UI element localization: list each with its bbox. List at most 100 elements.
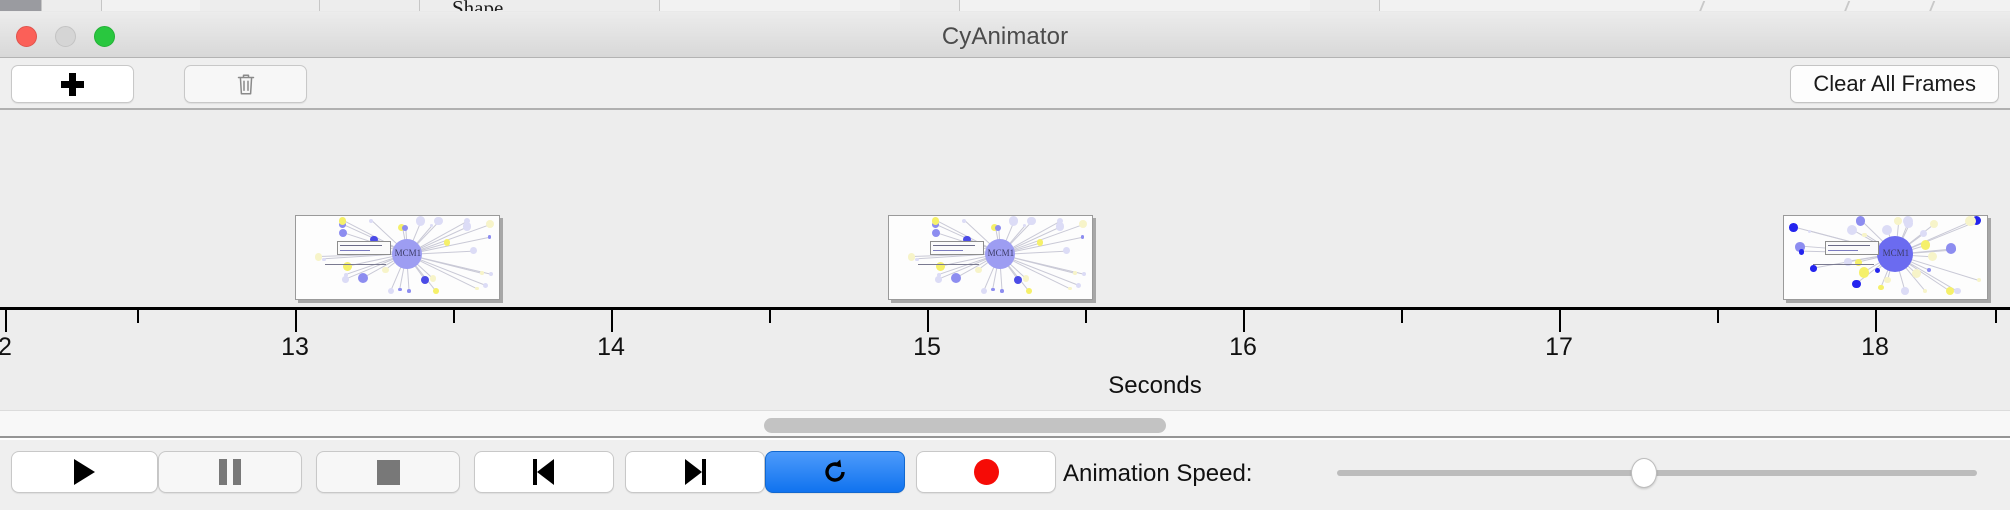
title-bar[interactable]: CyAnimator	[0, 11, 2010, 58]
network-node	[1953, 287, 1961, 295]
scrollbar-thumb[interactable]	[763, 418, 1166, 433]
network-caption-text	[325, 264, 387, 266]
network-node	[343, 262, 353, 272]
minimize-button[interactable]	[55, 26, 76, 47]
axis-tick-label: 13	[281, 333, 309, 361]
axis-tick-major	[295, 310, 297, 332]
network-node	[434, 216, 444, 226]
network-node	[1920, 240, 1930, 250]
axis-tick-major	[1243, 310, 1245, 332]
network-node	[1000, 289, 1004, 293]
play-button[interactable]	[11, 451, 158, 493]
network-node	[1076, 282, 1082, 288]
network-node	[462, 222, 472, 231]
network-annotation-text	[339, 249, 371, 251]
network-node	[1067, 286, 1072, 291]
network-node	[1023, 275, 1030, 282]
network-node	[1807, 229, 1811, 234]
play-icon	[74, 459, 95, 485]
pause-button[interactable]	[158, 451, 302, 493]
timeline-frame-thumbnail[interactable]: MCM1	[1783, 215, 1988, 300]
network-hub-node	[1876, 236, 1913, 273]
stop-button[interactable]	[316, 451, 460, 493]
network-node	[1036, 239, 1044, 247]
network-annotation-text	[932, 245, 976, 247]
delete-frame-button[interactable]	[184, 65, 307, 103]
network-node	[1875, 267, 1881, 273]
network-node	[1911, 268, 1921, 278]
skip-previous-icon	[533, 459, 555, 485]
network-node	[1862, 232, 1867, 238]
network-node	[994, 224, 1002, 232]
close-button[interactable]	[16, 26, 37, 47]
axis-tick-label: 16	[1229, 333, 1257, 361]
axis-title: Seconds	[1108, 372, 1202, 399]
network-node	[1013, 275, 1023, 285]
network-node	[370, 235, 378, 244]
network-node	[1073, 271, 1077, 275]
network-thumbnail: MCM1	[889, 216, 1092, 299]
network-hub-node	[391, 239, 422, 270]
animation-speed-label: Animation Speed:	[1063, 460, 1253, 487]
trash-icon	[237, 74, 254, 95]
axis-tick-label: 17	[1545, 333, 1573, 361]
network-node	[931, 229, 940, 238]
network-node	[407, 289, 411, 293]
network-node	[1858, 267, 1870, 278]
network-node	[931, 217, 940, 225]
network-node	[382, 266, 390, 274]
skip-next-button[interactable]	[625, 451, 765, 493]
network-node	[433, 288, 439, 294]
clear-all-frames-button[interactable]: Clear All Frames	[1790, 65, 1999, 103]
network-node	[935, 276, 942, 283]
network-node	[469, 247, 477, 255]
network-node	[907, 253, 916, 261]
network-annotation-box	[1824, 240, 1880, 255]
network-node	[963, 235, 971, 244]
loop-refresh-icon	[825, 459, 845, 482]
network-node	[980, 287, 988, 295]
timeline-scrollbar[interactable]	[0, 410, 2010, 438]
network-node	[1965, 216, 1977, 227]
axis-tick-minor	[453, 310, 455, 323]
window-title: CyAnimator	[941, 23, 1069, 50]
maximize-button[interactable]	[94, 26, 115, 47]
network-node	[480, 271, 484, 275]
animation-speed-slider[interactable]	[1337, 458, 1977, 488]
network-node	[1809, 265, 1817, 273]
network-node	[1078, 219, 1088, 229]
network-node	[338, 229, 347, 238]
network-node	[1919, 229, 1927, 237]
loop-button[interactable]	[765, 451, 905, 493]
skip-next-icon	[684, 459, 706, 485]
network-node	[1062, 247, 1070, 255]
network-node	[1923, 288, 1928, 294]
network-node	[415, 216, 426, 226]
network-node	[488, 271, 494, 277]
network-caption-text	[918, 264, 980, 266]
timeline-frame-thumbnail[interactable]: MCM1	[295, 215, 500, 300]
network-node	[1950, 246, 1957, 253]
network-node	[397, 287, 402, 292]
network-node	[338, 217, 347, 225]
record-button[interactable]	[916, 451, 1056, 493]
timeline-canvas[interactable]: MCM1 MCM1 MCM1 2 13 14 15 16 17 18 Seconds	[0, 110, 2010, 410]
axis-tick-label: 15	[913, 333, 941, 361]
network-node	[1972, 216, 1982, 226]
network-node	[1795, 242, 1805, 252]
slider-thumb[interactable]	[1631, 458, 1658, 488]
network-node	[1884, 277, 1891, 284]
timeline-frame-thumbnail[interactable]: MCM1	[888, 215, 1093, 300]
axis-tick-major	[5, 310, 7, 332]
axis-tick-minor	[1995, 310, 1997, 323]
network-hub-label: MCM1	[987, 248, 1015, 259]
timeline-axis-line	[0, 307, 2010, 310]
axis-tick-minor	[137, 310, 139, 323]
network-node	[321, 257, 326, 262]
network-thumbnail: MCM1	[1784, 216, 1987, 299]
add-frame-button[interactable]	[11, 65, 134, 103]
network-node	[474, 286, 479, 291]
skip-previous-button[interactable]	[474, 451, 614, 493]
network-node	[420, 275, 430, 285]
record-icon	[973, 459, 999, 485]
